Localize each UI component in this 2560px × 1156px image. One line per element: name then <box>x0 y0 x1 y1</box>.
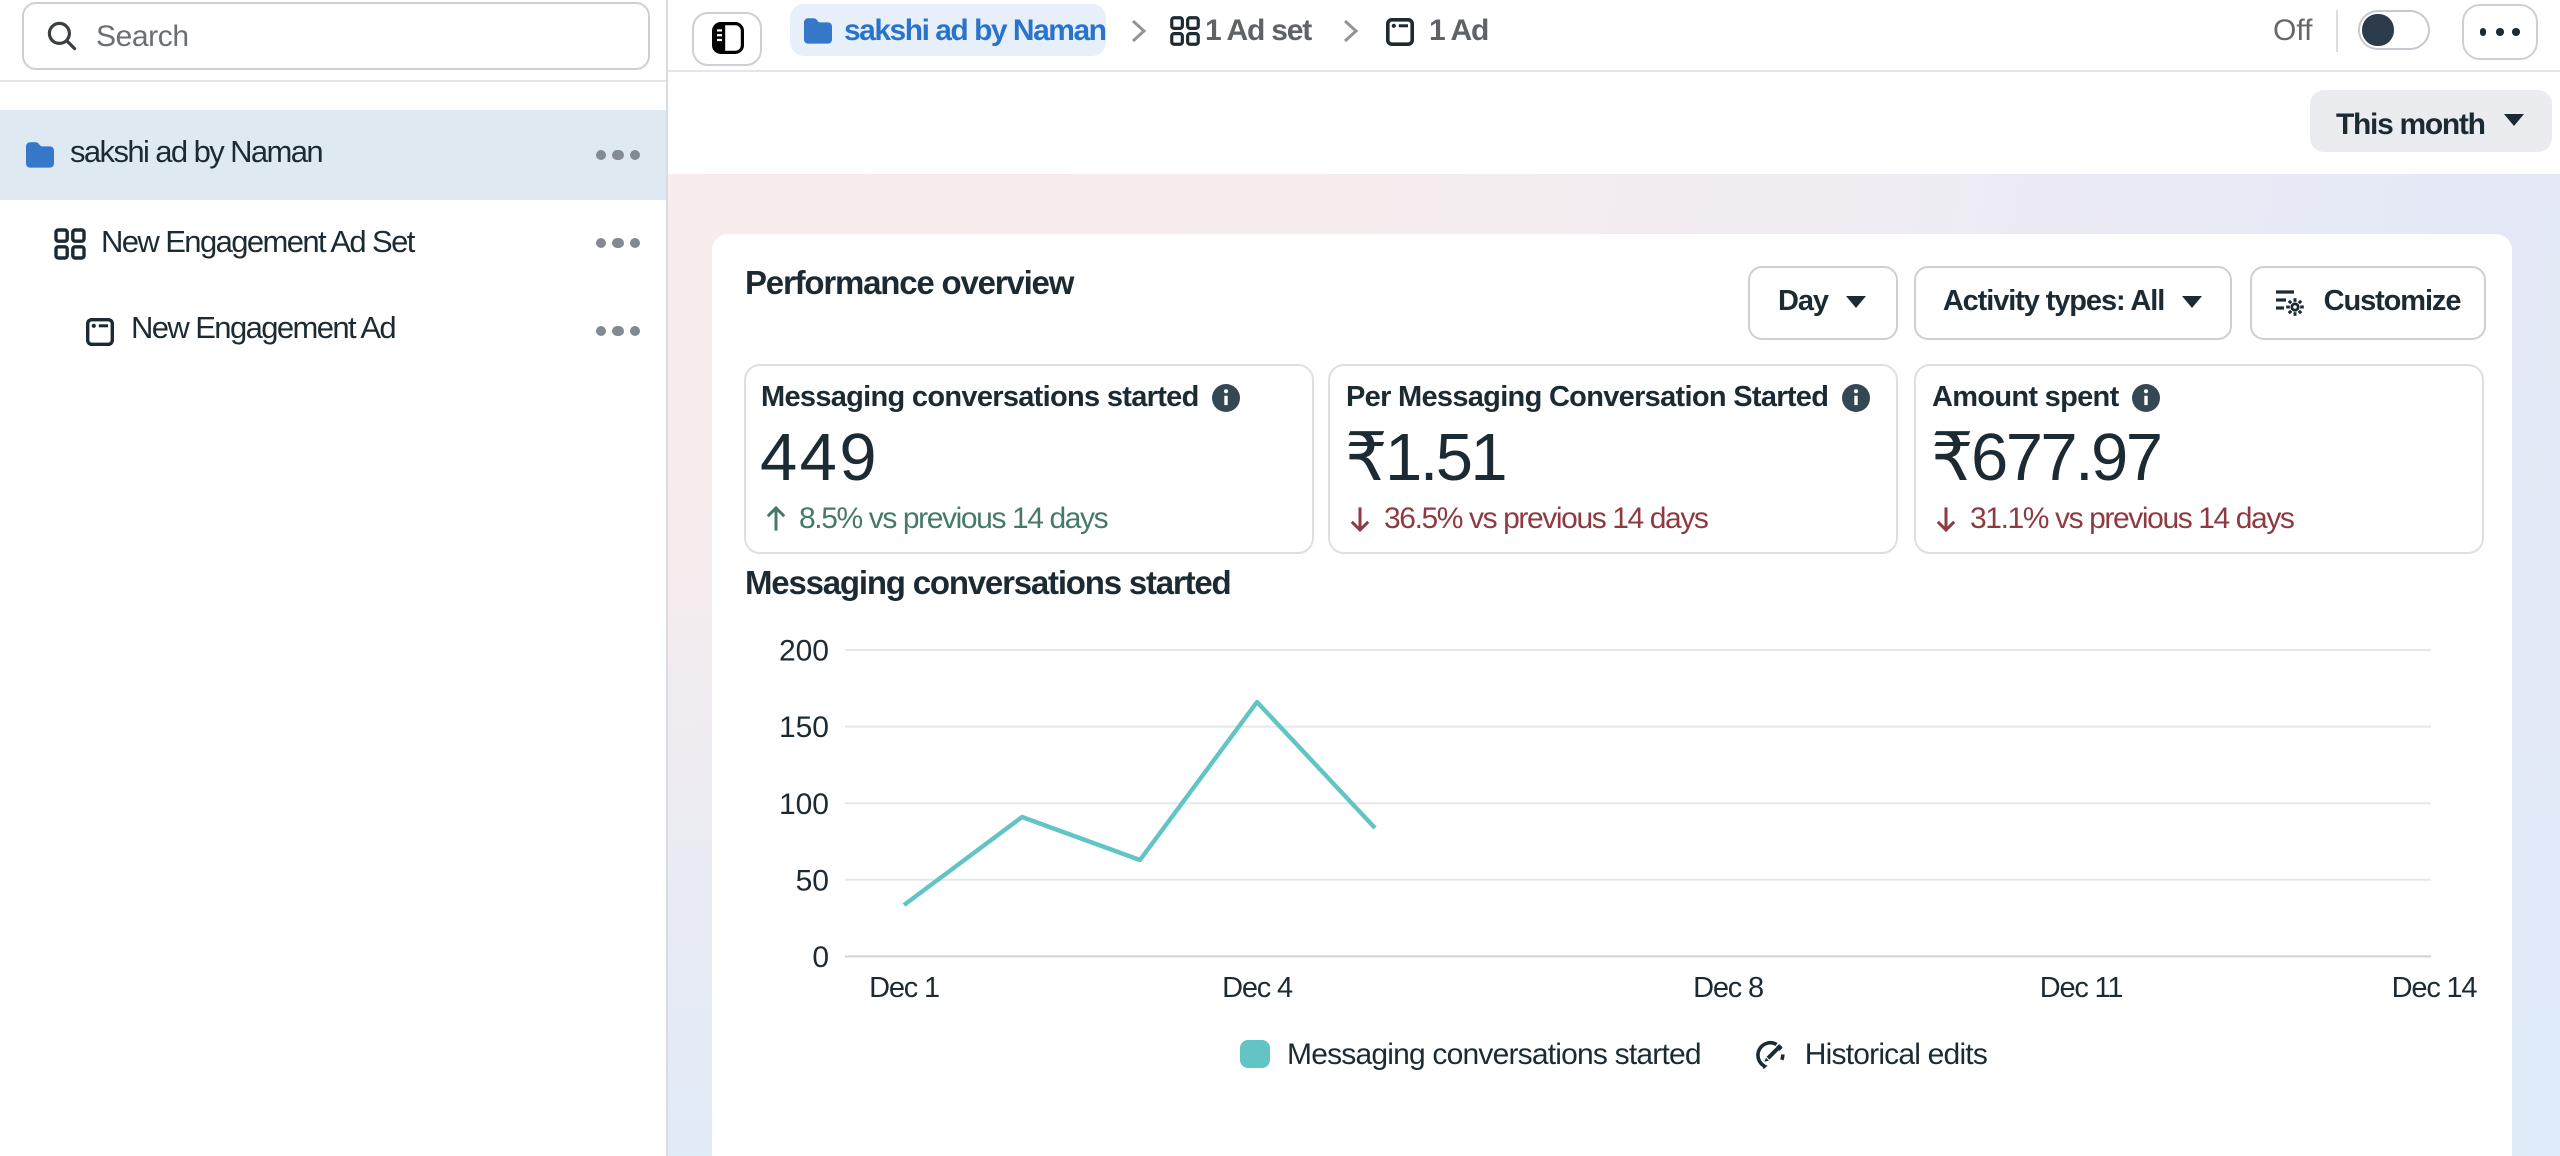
svg-text:50: 50 <box>795 864 828 897</box>
svg-text:Dec 14: Dec 14 <box>2391 972 2477 1004</box>
svg-text:200: 200 <box>778 635 828 668</box>
svg-text:Dec 11: Dec 11 <box>2039 972 2122 1004</box>
svg-text:Dec 4: Dec 4 <box>1221 972 1292 1004</box>
svg-text:100: 100 <box>778 788 828 821</box>
svg-text:Dec 1: Dec 1 <box>868 972 938 1004</box>
svg-text:150: 150 <box>778 711 828 744</box>
svg-text:Dec 8: Dec 8 <box>1692 972 1762 1004</box>
svg-text:0: 0 <box>811 941 828 974</box>
